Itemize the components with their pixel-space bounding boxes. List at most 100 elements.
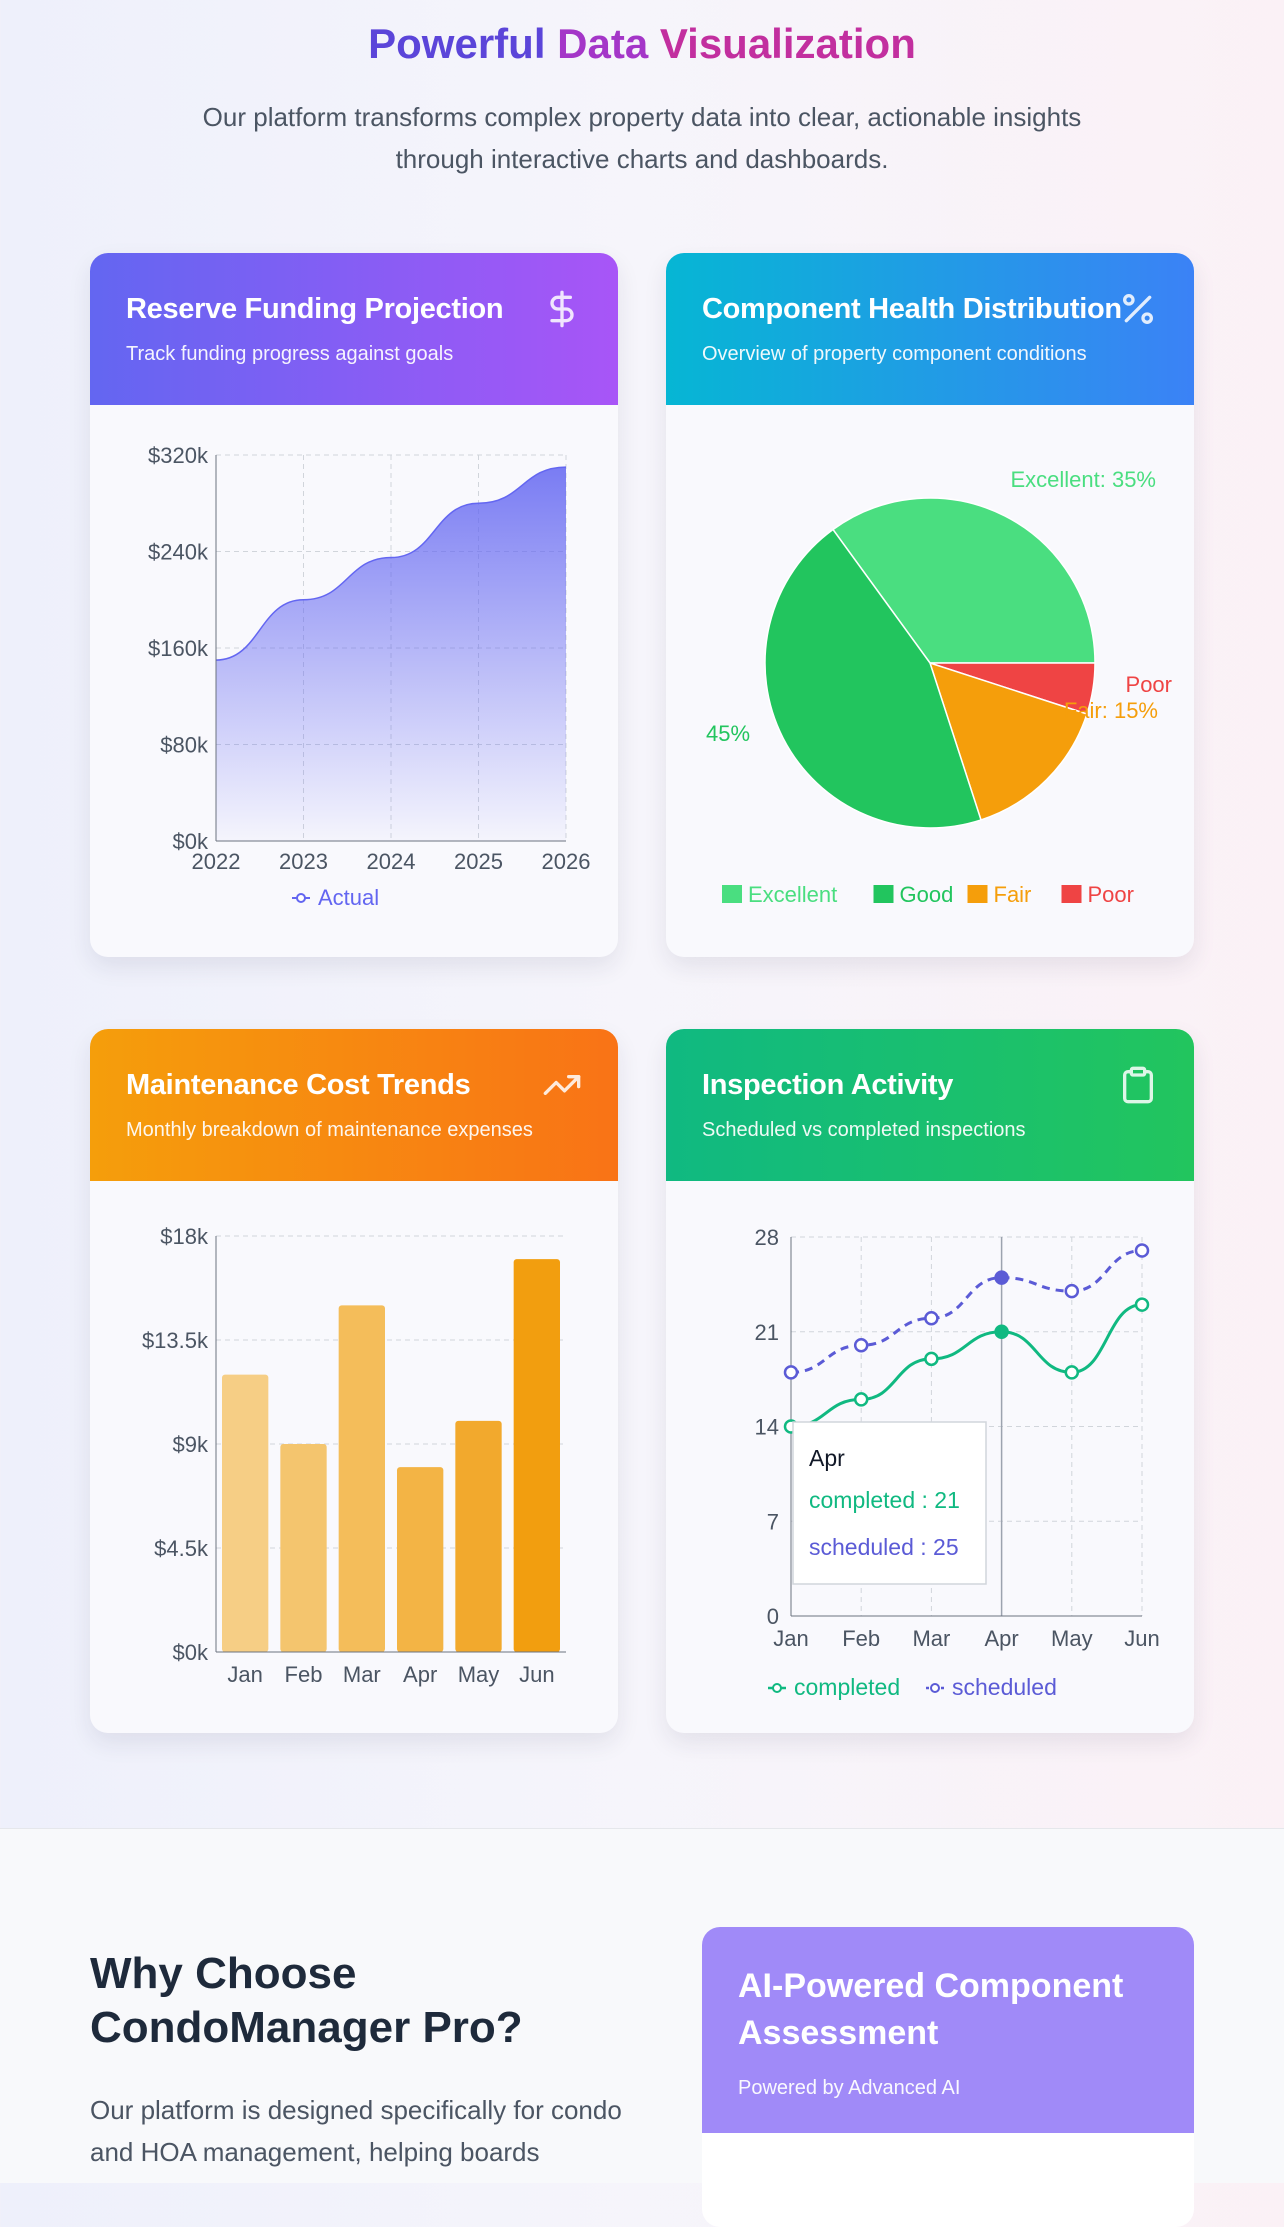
percent-icon <box>1123 294 1153 324</box>
x-tick-label: 2024 <box>367 849 416 874</box>
card-subtitle: Monthly breakdown of maintenance expense… <box>126 1119 533 1141</box>
x-tick-label: Jun <box>1124 1626 1159 1651</box>
card-title: Inspection Activity <box>702 1069 954 1101</box>
why-choose-section: Why Choose CondoManager Pro? Our platfor… <box>0 1828 1284 2227</box>
pie-label-fair: Fair: 15% <box>1064 698 1158 723</box>
title-word-2: Data <box>557 20 649 67</box>
legend-swatch-good <box>873 885 894 903</box>
y-tick-label: $240k <box>148 540 209 565</box>
legend-swatch-poor <box>1061 885 1082 903</box>
y-tick-label: 21 <box>755 1320 779 1345</box>
point-scheduled-mar <box>924 1310 939 1326</box>
reserve-chart-svg: $0k $80k $160k $240k $320k 2022 2023 2024 2025 20… <box>148 443 590 910</box>
y-tick-label: $18k <box>160 1224 209 1249</box>
x-tick-label: Jan <box>227 1662 262 1687</box>
x-tick-label: Feb <box>285 1662 323 1687</box>
y-tick-label: $9k <box>173 1432 209 1457</box>
point-scheduled-feb <box>853 1338 869 1353</box>
bar-jun <box>513 1259 560 1652</box>
card-subtitle: Overview of property component condition… <box>702 343 1087 365</box>
card-subtitle: Track funding progress against goals <box>126 343 454 365</box>
reserve-chart[interactable]: $0k $80k $160k $240k $320k 2022 2023 2024 2025 20… <box>90 405 618 957</box>
inspection-activity-card: Inspection Activity Scheduled vs complet… <box>666 1029 1194 1733</box>
pie-label-poor: Poor <box>1126 672 1172 697</box>
legend-marker-completed <box>772 1683 782 1693</box>
why-text: Our platform is designed specifically fo… <box>90 2095 622 2167</box>
point-scheduled-may <box>1064 1283 1080 1299</box>
point-completed-feb <box>853 1392 869 1407</box>
page-title: Powerful Data Visualization <box>0 20 1284 68</box>
card-title: Reserve Funding Projection <box>126 293 504 325</box>
y-tick-label: 28 <box>755 1225 779 1250</box>
series-line-completed <box>790 1303 1143 1428</box>
legend-label-scheduled: scheduled <box>952 1674 1057 1700</box>
ai-card-title: AI-Powered Component Assessment <box>738 1967 1124 2052</box>
why-title: Why Choose CondoManager Pro? <box>90 1949 523 2052</box>
legend-label-fair: Fair <box>994 882 1032 907</box>
point-completed-mar <box>924 1351 939 1367</box>
bar-may <box>455 1420 502 1652</box>
x-tick-label: Feb <box>842 1626 880 1651</box>
bar-mar <box>338 1305 385 1652</box>
series-line-actual <box>215 466 567 661</box>
bar-feb <box>280 1444 327 1652</box>
x-tick-label: Jan <box>773 1626 808 1651</box>
ai-assessment-card: AI-Powered Component Assessment Powered … <box>702 1927 1194 2227</box>
x-tick-label: Apr <box>984 1626 1018 1651</box>
clipboard-icon <box>1123 1066 1153 1104</box>
card-header: Maintenance Cost Trends Monthly breakdow… <box>90 1029 618 1181</box>
inspection-chart[interactable]: 0 7 14 21 28 Jan Feb Mar Apr May Jun Apr completed :… <box>666 1181 1194 1733</box>
title-word-3: Visualization <box>659 20 916 67</box>
area-fill <box>216 467 566 841</box>
y-tick-label: 7 <box>767 1509 779 1534</box>
maintenance-cost-card: Maintenance Cost Trends Monthly breakdow… <box>90 1029 618 1733</box>
x-tick-label: May <box>1051 1626 1093 1651</box>
y-tick-label: 14 <box>755 1415 779 1440</box>
y-tick-label: $0k <box>173 829 209 854</box>
x-tick-label: Mar <box>912 1626 950 1651</box>
series-line-scheduled <box>790 1249 1143 1374</box>
pie-label-good: 45% <box>706 721 750 746</box>
card-title: Component Health Distribution <box>702 293 1122 325</box>
y-tick-label: $80k <box>160 733 209 758</box>
maintenance-chart[interactable]: $0k $4.5k $9k $13.5k $18k Jan Feb Mar Apr May Jun <box>90 1181 618 1733</box>
point-completed-jun <box>1134 1297 1150 1312</box>
x-tick-label: 2025 <box>454 849 503 874</box>
card-title: Maintenance Cost Trends <box>126 1069 471 1101</box>
x-tick-label: Jun <box>519 1662 554 1687</box>
point-scheduled-jan <box>783 1365 799 1380</box>
x-tick-label: 2023 <box>279 849 328 874</box>
tooltip-completed: completed : 21 <box>809 1487 960 1513</box>
point-scheduled-jun <box>1134 1243 1150 1258</box>
ai-card-subtitle: Powered by Advanced AI <box>738 2077 961 2099</box>
x-tick-label: 2022 <box>192 849 241 874</box>
y-tick-label: $160k <box>148 636 209 661</box>
tooltip-title: Apr <box>809 1445 845 1471</box>
ai-card-header: AI-Powered Component Assessment Powered … <box>702 1927 1194 2133</box>
pie-slice-good <box>764 528 982 829</box>
point-completed-may <box>1064 1365 1080 1380</box>
legend-label-excellent: Excellent <box>748 882 837 907</box>
legend-label-poor: Poor <box>1088 882 1134 907</box>
reserve-funding-card: Reserve Funding Projection Track funding… <box>90 253 618 957</box>
legend-label-completed: completed <box>794 1674 900 1700</box>
card-header: Reserve Funding Projection Track funding… <box>90 253 618 405</box>
pie-slice-excellent <box>831 497 1096 664</box>
y-tick-label: $320k <box>148 443 209 468</box>
trending-up-icon <box>543 1075 581 1095</box>
bar-apr <box>397 1467 444 1652</box>
x-tick-label: Apr <box>403 1662 437 1687</box>
y-tick-label: 0 <box>767 1604 779 1629</box>
y-tick-label: $4.5k <box>154 1536 209 1561</box>
legend-marker <box>296 893 306 903</box>
legend-label-good: Good <box>900 882 954 907</box>
inspection-chart-svg: 0 7 14 21 28 Jan Feb Mar Apr May Jun Apr completed :… <box>755 1225 1160 1700</box>
legend-marker-scheduled <box>930 1683 940 1693</box>
health-chart[interactable]: Excellent: 35% Poor Fair: 15% 45% Excellent G… <box>666 405 1194 957</box>
intro-text: Our platform transforms complex property… <box>202 102 1082 174</box>
pie-label-excellent: Excellent: 35% <box>1010 467 1156 492</box>
dollar-icon <box>550 290 574 328</box>
card-header: Component Health Distribution Overview o… <box>666 253 1194 405</box>
point-completed-apr <box>994 1324 1009 1339</box>
